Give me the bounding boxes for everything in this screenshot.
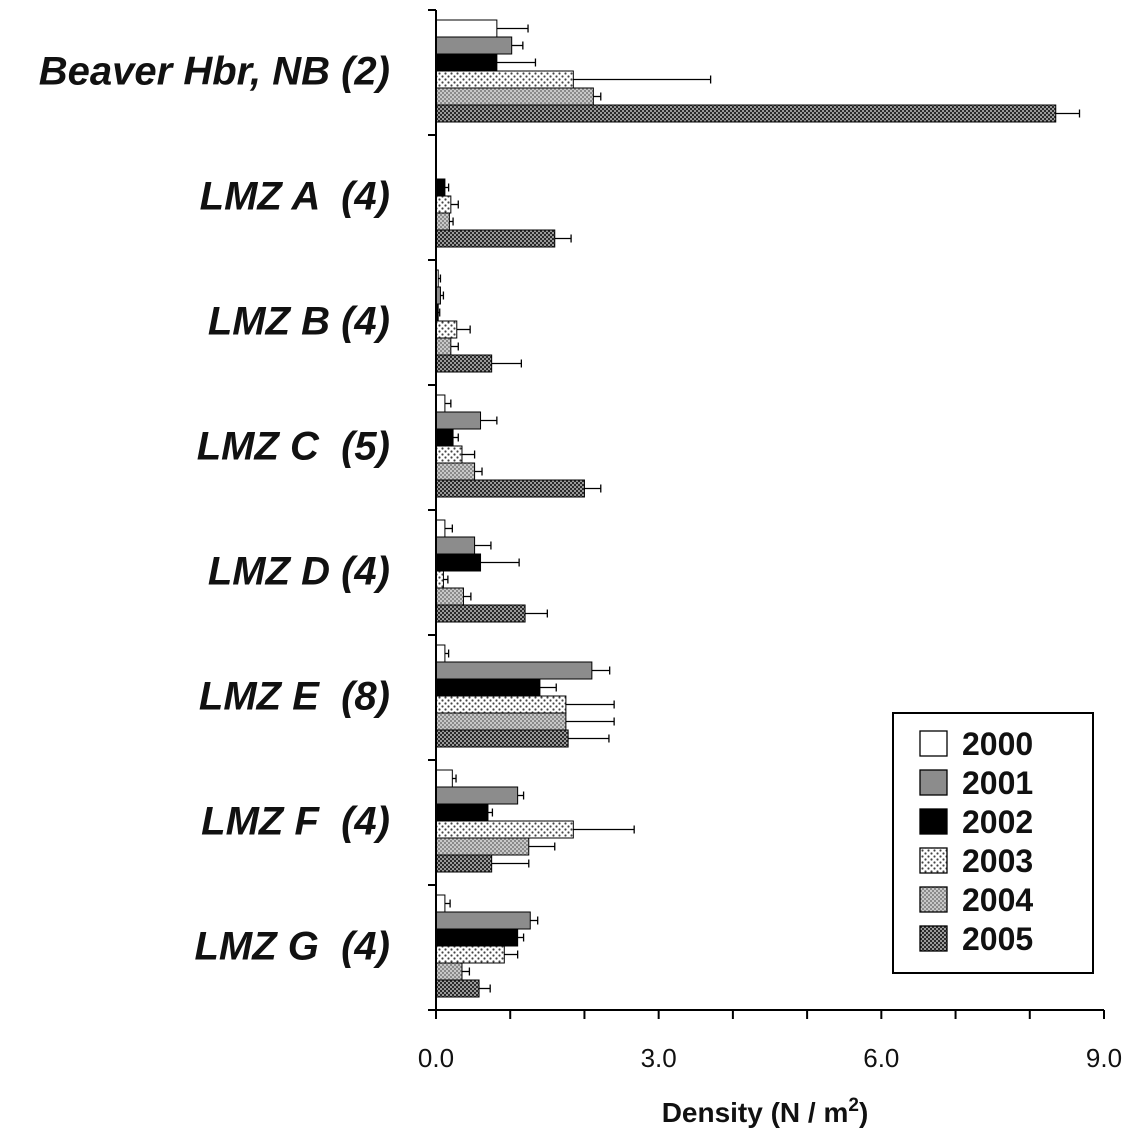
bar-lmz-d-4-2001 — [435, 536, 476, 555]
x-tick-label-9-0: 9.0 — [1086, 1043, 1122, 1073]
bar-lmz-g-4-2004 — [435, 962, 463, 981]
x-axis-title-superscript: 2 — [848, 1095, 859, 1116]
bar-lmz-a-4-2005 — [435, 229, 556, 248]
x-axis-title-main: Density (N / m — [662, 1097, 849, 1128]
legend-label-2001: 2001 — [962, 765, 1033, 801]
bar-lmz-d-4-2000 — [435, 519, 446, 538]
x-axis-title-close: ) — [859, 1097, 868, 1128]
category-label-lmz-a-4: LMZ A (4) — [200, 175, 390, 219]
bar-lmz-d-4-2003 — [435, 570, 444, 589]
x-axis-title: Density (N / m2) — [662, 1095, 869, 1128]
bar-beaver-hbr-nb-2-2002 — [435, 53, 498, 72]
bar-lmz-f-4-2005 — [435, 854, 493, 873]
bar-lmz-a-4-2003 — [435, 195, 452, 214]
legend-label-2005: 2005 — [962, 921, 1033, 957]
x-tick-label-0-0: 0.0 — [418, 1043, 454, 1073]
bar-lmz-c-5-2003 — [435, 445, 463, 464]
category-label-lmz-b-4: LMZ B (4) — [208, 300, 390, 344]
bar-beaver-hbr-nb-2-2001 — [435, 36, 513, 55]
category-label-lmz-f-4: LMZ F (4) — [201, 800, 390, 844]
bar-lmz-e-8-2000 — [435, 644, 446, 663]
bar-beaver-hbr-nb-2-2004 — [435, 87, 594, 106]
x-tick-labels: 0.0 3.0 6.0 9.0 — [418, 1043, 1122, 1073]
bar-lmz-e-8-2001 — [435, 661, 593, 680]
bar-lmz-c-5-2000 — [435, 394, 446, 413]
legend-swatch-2004 — [919, 886, 948, 913]
legend-swatch-2002 — [919, 808, 948, 835]
bar-lmz-g-4-2001 — [435, 911, 531, 930]
legend-swatch-2000 — [919, 730, 948, 757]
bar-lmz-e-8-2004 — [435, 712, 567, 731]
x-tick-label-3-0: 3.0 — [641, 1043, 677, 1073]
category-label-lmz-c-5: LMZ C (5) — [197, 425, 390, 469]
axes-layer — [428, 9, 1105, 1019]
error-bars-layer — [438, 24, 1081, 993]
legend-label-2003: 2003 — [962, 843, 1033, 879]
bar-lmz-g-4-2005 — [435, 979, 480, 998]
bar-lmz-e-8-2003 — [435, 695, 567, 714]
bar-lmz-b-4-2005 — [435, 354, 493, 373]
bar-lmz-f-4-2002 — [435, 803, 489, 822]
category-labels: Beaver Hbr, NB (2) LMZ A (4) LMZ B (4) LMZ … — [39, 50, 390, 969]
legend-label-2004: 2004 — [962, 882, 1033, 918]
legend-swatch-2005 — [919, 925, 948, 952]
bar-beaver-hbr-nb-2-2000 — [435, 19, 498, 38]
bar-lmz-e-8-2005 — [435, 729, 569, 748]
bar-lmz-c-5-2002 — [435, 428, 454, 447]
bars-layer — [435, 19, 1057, 998]
legend-swatch-2003 — [919, 847, 948, 874]
bar-lmz-g-4-2003 — [435, 945, 505, 964]
bar-lmz-a-4-2002 — [435, 178, 446, 197]
legend-label-2000: 2000 — [962, 726, 1033, 762]
bar-lmz-f-4-2000 — [435, 769, 453, 788]
legend-label-2002: 2002 — [962, 804, 1033, 840]
bar-lmz-f-4-2004 — [435, 837, 530, 856]
bar-lmz-g-4-2000 — [435, 894, 446, 913]
bar-beaver-hbr-nb-2-2005 — [435, 104, 1057, 123]
bar-lmz-c-5-2001 — [435, 411, 482, 430]
bar-lmz-a-4-2004 — [435, 212, 450, 231]
bar-lmz-e-8-2002 — [435, 678, 541, 697]
bar-lmz-b-4-2004 — [435, 337, 452, 356]
bar-lmz-f-4-2001 — [435, 786, 519, 805]
bar-lmz-d-4-2004 — [435, 587, 464, 606]
bar-lmz-d-4-2002 — [435, 553, 482, 572]
category-label-lmz-d-4: LMZ D (4) — [208, 550, 390, 594]
legend-swatch-2001 — [919, 769, 948, 796]
bar-lmz-g-4-2002 — [435, 928, 519, 947]
x-tick-label-6-0: 6.0 — [863, 1043, 899, 1073]
bar-lmz-f-4-2003 — [435, 820, 574, 839]
bar-beaver-hbr-nb-2-2003 — [435, 70, 574, 89]
bar-lmz-c-5-2004 — [435, 462, 476, 481]
bar-lmz-c-5-2005 — [435, 479, 585, 498]
bar-lmz-d-4-2005 — [435, 604, 526, 623]
category-label-lmz-e-8: LMZ E (8) — [199, 675, 390, 719]
bar-lmz-b-4-2003 — [435, 320, 458, 339]
category-label-beaver-hbr-nb-2: Beaver Hbr, NB (2) — [39, 50, 390, 94]
category-label-lmz-g-4: LMZ G (4) — [194, 925, 390, 969]
